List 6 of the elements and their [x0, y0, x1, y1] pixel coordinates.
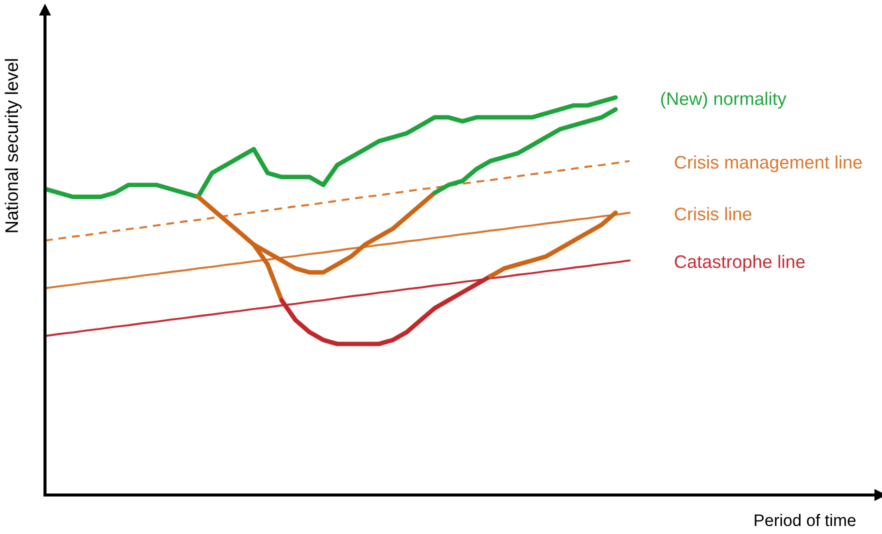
- text: Period of time: [754, 514, 856, 526]
- text: Crisis line: [674, 207, 752, 220]
- text: Crisis management line: [674, 155, 862, 172]
- text: Catastrophe line: [674, 254, 805, 272]
- text: (New) normality: [661, 92, 786, 109]
- y-axis-title: National security level: [4, 59, 22, 232]
